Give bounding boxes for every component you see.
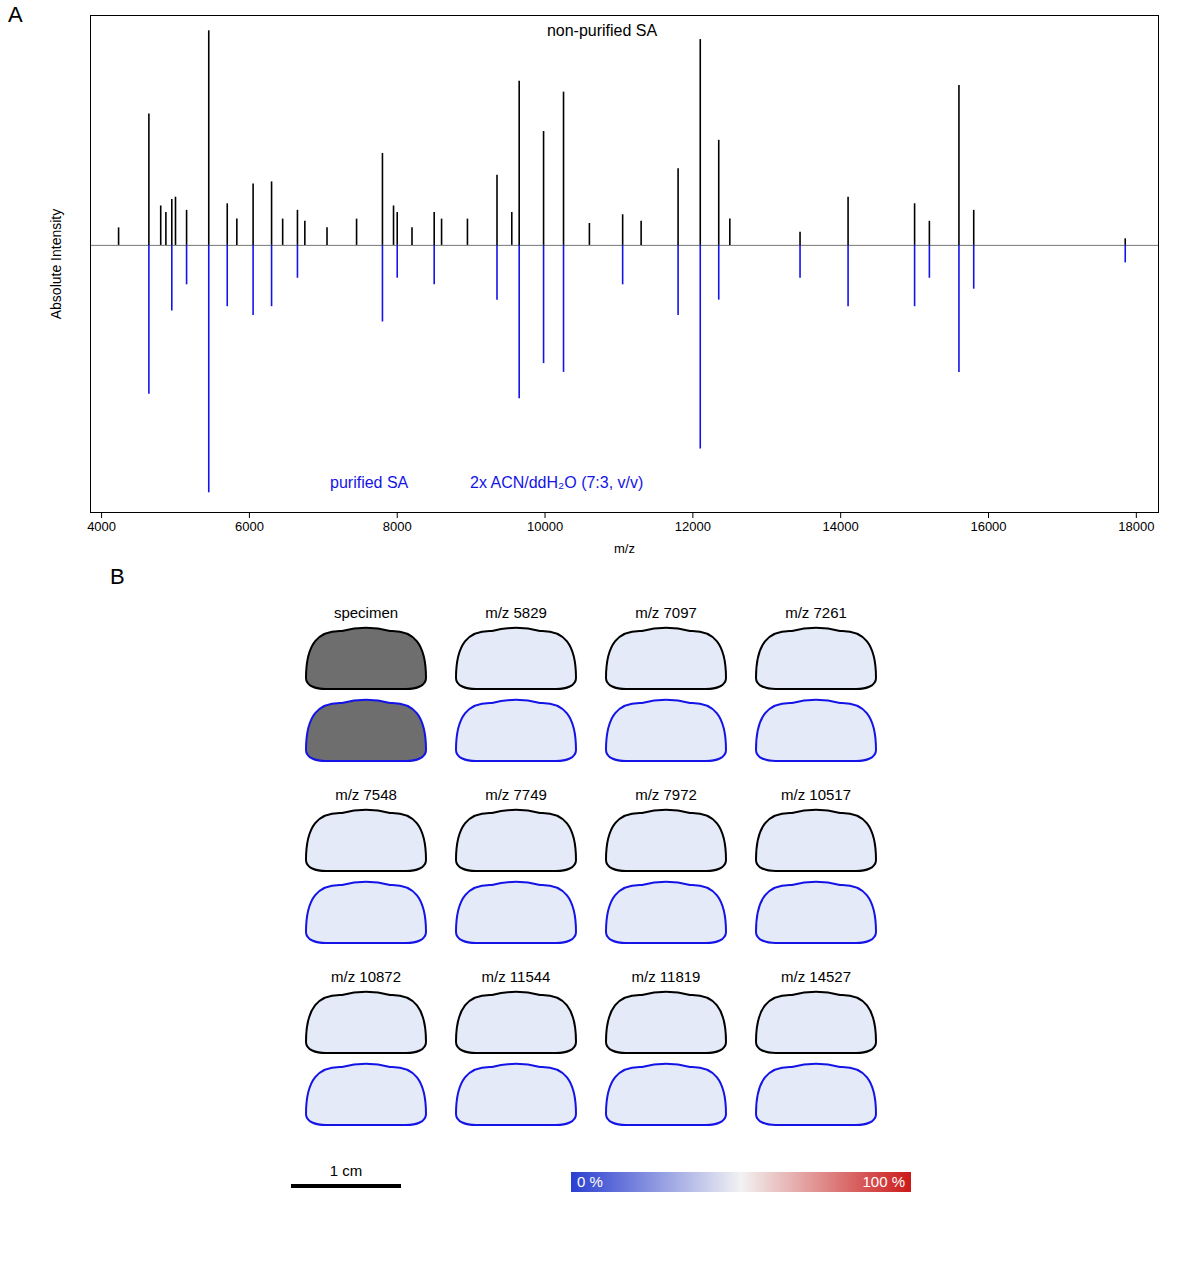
html-text:m/z 7097: m/z 7097 [635, 604, 697, 621]
svg-text:10000: 10000 [527, 519, 563, 534]
html-text:1 cm: 1 cm [329, 1162, 363, 1179]
svg-text:14000: 14000 [823, 519, 859, 534]
html-text:m/z 7548: m/z 7548 [335, 786, 397, 803]
html-text:purified SA: purified SA [330, 474, 409, 491]
html-text:2x ACN/ddH₂O (7:3, v/v): 2x ACN/ddH₂O (7:3, v/v) [470, 474, 644, 491]
svg-text:12000: 12000 [675, 519, 711, 534]
html-text:m/z 11544: m/z 11544 [481, 968, 551, 985]
html-text:m/z 7972: m/z 7972 [635, 786, 697, 803]
html-text:m/z 14527: m/z 14527 [781, 968, 851, 985]
svg-text:m/z: m/z [614, 541, 635, 556]
svg-text:18000: 18000 [1118, 519, 1154, 534]
html-text:0 %: 0 % [577, 1173, 603, 1190]
html-text:specimen: specimen [333, 604, 399, 621]
svg-text:6000: 6000 [235, 519, 264, 534]
html-text:m/z 10872: m/z 10872 [331, 968, 401, 985]
html-text:m/z 5829: m/z 5829 [485, 604, 547, 621]
html-text:m/z 10517: m/z 10517 [781, 786, 851, 803]
html-text:A: A [8, 2, 23, 27]
html-text:Absolute Intensity: Absolute Intensity [48, 208, 64, 319]
svg-text:8000: 8000 [383, 519, 412, 534]
html-text:m/z 7749: m/z 7749 [485, 786, 547, 803]
html-text:B: B [110, 564, 125, 589]
html-text:m/z 11819: m/z 11819 [631, 968, 701, 985]
html-text:m/z 7261: m/z 7261 [785, 604, 847, 621]
html-text:non-purified SA: non-purified SA [546, 22, 658, 39]
svg-text:4000: 4000 [87, 519, 116, 534]
html-text:100 %: 100 % [862, 1173, 905, 1190]
svg-text:16000: 16000 [970, 519, 1006, 534]
